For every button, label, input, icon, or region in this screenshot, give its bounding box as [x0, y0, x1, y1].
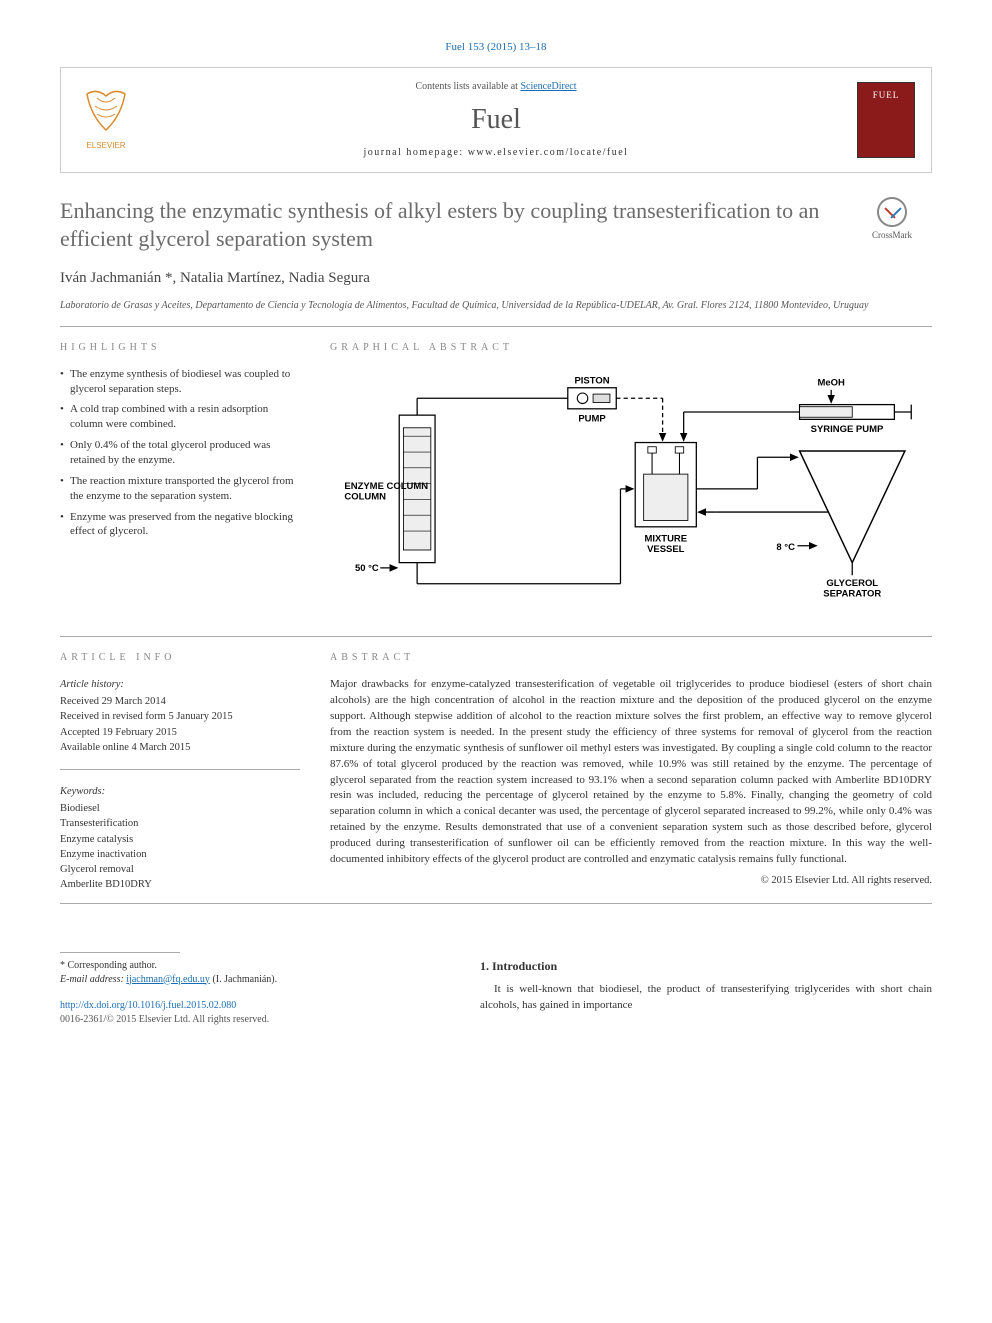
contents-available-line: Contents lists available at ScienceDirec… — [135, 80, 857, 94]
crossmark-badge[interactable]: CrossMark — [852, 197, 932, 242]
abstract-text: Major drawbacks for enzyme-catalyzed tra… — [330, 677, 932, 868]
header-center: Contents lists available at ScienceDirec… — [135, 80, 857, 159]
highlight-item: Enzyme was preserved from the negative b… — [60, 510, 300, 540]
divider — [60, 636, 932, 637]
keyword: Enzyme catalysis — [60, 832, 300, 847]
keyword: Glycerol removal — [60, 862, 300, 877]
keyword: Amberlite BD10DRY — [60, 877, 300, 892]
issn-line: 0016-2361/© 2015 Elsevier Ltd. All right… — [60, 1013, 440, 1027]
divider — [60, 903, 932, 904]
info-abstract-row: ARTICLE INFO Article history: Received 2… — [60, 651, 932, 893]
copyright-line: © 2015 Elsevier Ltd. All rights reserved… — [330, 874, 932, 889]
keyword: Enzyme inactivation — [60, 847, 300, 862]
highlights-label: HIGHLIGHTS — [60, 341, 300, 355]
history-line: Received in revised form 5 January 2015 — [60, 709, 300, 724]
email-label: E-mail address: — [60, 974, 126, 985]
graphical-abstract-column: GRAPHICAL ABSTRACT ENZYME COLUMN COLUMN … — [330, 341, 932, 626]
journal-cover-thumbnail: FUEL — [857, 82, 915, 158]
footnote-divider — [60, 952, 180, 953]
divider — [60, 769, 300, 770]
intro-body: It is well-known that biodiesel, the pro… — [480, 982, 932, 1013]
svg-text:VESSEL: VESSEL — [647, 544, 685, 555]
intro-heading: 1. Introduction — [480, 958, 932, 975]
keywords-block: Keywords: Biodiesel Transesterification … — [60, 784, 300, 893]
highlight-item: The reaction mixture transported the gly… — [60, 474, 300, 504]
svg-text:MIXTURE: MIXTURE — [644, 533, 687, 544]
keyword: Transesterification — [60, 816, 300, 831]
crossmark-label: CrossMark — [872, 230, 912, 240]
footnote-column: * Corresponding author. E-mail address: … — [60, 928, 440, 1027]
highlights-graphical-row: HIGHLIGHTS The enzyme synthesis of biodi… — [60, 341, 932, 626]
author-list: Iván Jachmanián *, Natalia Martínez, Nad… — [60, 268, 932, 289]
process-diagram-svg: ENZYME COLUMN COLUMN 50 °C PISTON PUMP — [336, 373, 926, 615]
history-line: Available online 4 March 2015 — [60, 740, 300, 755]
sciencedirect-link[interactable]: ScienceDirect — [520, 81, 576, 92]
cover-text: FUEL — [858, 83, 914, 102]
article-info-column: ARTICLE INFO Article history: Received 2… — [60, 651, 300, 893]
article-title: Enhancing the enzymatic synthesis of alk… — [60, 197, 852, 254]
journal-homepage: journal homepage: www.elsevier.com/locat… — [135, 146, 857, 160]
journal-header: ELSEVIER Contents lists available at Sci… — [60, 67, 932, 172]
svg-text:50 °C: 50 °C — [355, 563, 379, 574]
svg-text:ENZYME COLUMN: ENZYME COLUMN — [344, 481, 428, 492]
highlight-item: The enzyme synthesis of biodiesel was co… — [60, 367, 300, 397]
graphical-abstract-label: GRAPHICAL ABSTRACT — [330, 341, 932, 355]
history-heading: Article history: — [60, 677, 300, 692]
article-info-label: ARTICLE INFO — [60, 651, 300, 665]
svg-text:MeOH: MeOH — [817, 377, 845, 388]
corresponding-author: * Corresponding author. — [60, 959, 440, 973]
keywords-heading: Keywords: — [60, 784, 300, 799]
abstract-column: ABSTRACT Major drawbacks for enzyme-cata… — [330, 651, 932, 893]
author-email-link[interactable]: ijachman@fq.edu.uy — [126, 974, 210, 985]
highlights-list: The enzyme synthesis of biodiesel was co… — [60, 367, 300, 539]
contents-prefix: Contents lists available at — [415, 81, 520, 92]
journal-name: Fuel — [135, 100, 857, 139]
svg-text:GLYCEROL: GLYCEROL — [826, 578, 878, 589]
doi-link[interactable]: http://dx.doi.org/10.1016/j.fuel.2015.02… — [60, 999, 440, 1013]
history-line: Accepted 19 February 2015 — [60, 725, 300, 740]
divider — [60, 326, 932, 327]
abstract-label: ABSTRACT — [330, 651, 932, 665]
svg-text:PUMP: PUMP — [578, 413, 605, 424]
svg-text:SYRINGE PUMP: SYRINGE PUMP — [811, 424, 884, 435]
keyword: Biodiesel — [60, 801, 300, 816]
svg-text:8 °C: 8 °C — [776, 542, 795, 553]
authors-text: Iván Jachmanián *, Natalia Martínez, Nad… — [60, 270, 370, 286]
email-line: E-mail address: ijachman@fq.edu.uy (I. J… — [60, 973, 440, 987]
svg-text:PISTON: PISTON — [574, 375, 609, 386]
svg-text:ELSEVIER: ELSEVIER — [86, 141, 125, 150]
graphical-abstract-figure: ENZYME COLUMN COLUMN 50 °C PISTON PUMP — [330, 367, 932, 626]
article-history: Article history: Received 29 March 2014 … — [60, 677, 300, 755]
introduction-column: 1. Introduction It is well-known that bi… — [480, 958, 932, 1027]
highlight-item: Only 0.4% of the total glycerol produced… — [60, 438, 300, 468]
bottom-row: * Corresponding author. E-mail address: … — [60, 928, 932, 1027]
svg-text:COLUMN: COLUMN — [344, 491, 386, 502]
crossmark-icon — [877, 197, 907, 227]
citation-line: Fuel 153 (2015) 13–18 — [60, 40, 932, 55]
email-suffix: (I. Jachmanián). — [210, 974, 277, 985]
publisher-logo: ELSEVIER — [77, 86, 135, 155]
history-line: Received 29 March 2014 — [60, 694, 300, 709]
affiliation: Laboratorio de Grasas y Aceites, Departa… — [60, 299, 932, 312]
title-row: Enhancing the enzymatic synthesis of alk… — [60, 197, 932, 254]
svg-text:SEPARATOR: SEPARATOR — [823, 588, 881, 599]
highlights-column: HIGHLIGHTS The enzyme synthesis of biodi… — [60, 341, 300, 626]
highlight-item: A cold trap combined with a resin adsorp… — [60, 402, 300, 432]
